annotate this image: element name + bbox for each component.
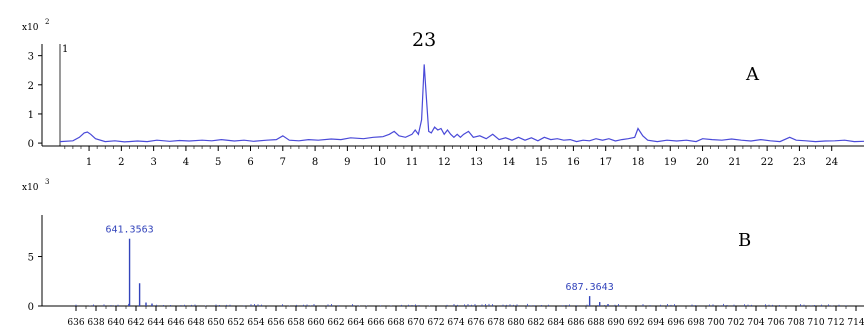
- x-tick-label: 668: [387, 318, 404, 328]
- x-tick-label: 22: [761, 157, 774, 168]
- x-tick-label: 702: [727, 318, 744, 328]
- panel-a-multiplier: x10: [22, 23, 39, 33]
- x-tick-label: 650: [207, 318, 224, 328]
- x-tick-label: 680: [507, 318, 524, 328]
- x-tick-label: 684: [547, 318, 564, 328]
- peak-mz-label: 641.3563: [105, 225, 153, 236]
- x-tick-label: 18: [632, 157, 645, 168]
- x-tick-label: 686: [567, 318, 584, 328]
- x-tick-label: 1: [86, 157, 92, 168]
- x-tick-label: 674: [447, 318, 464, 328]
- x-tick-label: 690: [607, 318, 624, 328]
- x-tick-label: 638: [87, 318, 104, 328]
- x-tick-label: 646: [167, 318, 184, 328]
- x-tick-label: 3: [150, 157, 156, 168]
- x-tick-label: 662: [327, 318, 344, 328]
- x-tick-label: 694: [647, 318, 664, 328]
- x-tick-label: 708: [787, 318, 804, 328]
- panel-b-multiplier: x10: [22, 183, 39, 193]
- x-tick-label: 710: [807, 318, 824, 328]
- x-tick-label: 670: [407, 318, 424, 328]
- x-tick-label: 636: [67, 318, 84, 328]
- x-tick-label: 656: [267, 318, 284, 328]
- x-tick-label: 648: [187, 318, 204, 328]
- x-tick-label: 692: [627, 318, 644, 328]
- x-tick-label: 700: [707, 318, 724, 328]
- x-tick-label: 714: [847, 318, 864, 328]
- x-tick-label: 706: [767, 318, 784, 328]
- noise-floor: [75, 303, 847, 306]
- x-tick-label: 24: [825, 157, 838, 168]
- x-tick-label: 660: [307, 318, 324, 328]
- x-tick-label: 17: [599, 157, 612, 168]
- x-tick-label: 15: [535, 157, 548, 168]
- spectrum-peaks: 641.3563 687.3643: [105, 225, 614, 306]
- panel-a-label: A: [745, 64, 760, 85]
- peak-annotation-23: 23: [412, 29, 436, 51]
- x-tick-label: 658: [287, 318, 304, 328]
- panel-a-x-ticks: 1 2 3 4 5 6 7 8 9 10 11 12 13 14 15 16 17 18 19 20 21 22 23 24: [64, 146, 838, 168]
- y-tick-label: 2: [28, 81, 34, 92]
- chromatogram-trace: [59, 64, 864, 143]
- x-tick-label: 640: [107, 318, 124, 328]
- x-tick-label: 678: [487, 318, 504, 328]
- y-tick-label: 0: [28, 139, 34, 150]
- x-tick-label: 13: [470, 157, 483, 168]
- panel-b-label: B: [738, 230, 751, 251]
- panel-a-multiplier-exponent: 2: [45, 18, 49, 26]
- panel-a-y-ticks: 0 1 2 3: [28, 52, 42, 150]
- x-tick-label: 6: [247, 157, 253, 168]
- x-tick-label: 5: [215, 157, 221, 168]
- panel-b-y-ticks: 05: [28, 253, 42, 313]
- x-tick-label: 2: [118, 157, 124, 168]
- x-tick-label: 664: [347, 318, 364, 328]
- x-tick-label: 9: [344, 157, 350, 168]
- x-tick-label: 688: [587, 318, 604, 328]
- panel-b-multiplier-exponent: 3: [45, 178, 49, 186]
- x-tick-label: 14: [502, 157, 515, 168]
- x-tick-label: 4: [183, 157, 189, 168]
- x-tick-label: 712: [827, 318, 844, 328]
- x-tick-label: 704: [747, 318, 764, 328]
- x-tick-label: 10: [373, 157, 386, 168]
- x-tick-label: 666: [367, 318, 384, 328]
- y-tick-label: 3: [28, 52, 34, 63]
- peak-mz-label: 687.3643: [566, 282, 614, 293]
- x-tick-label: 21: [728, 157, 741, 168]
- mass-spectrum-panel: x10 3 05 636 638 640 642 644 646 648 650 652 654 6…: [22, 178, 864, 328]
- x-tick-label: 23: [793, 157, 806, 168]
- x-tick-label: 654: [247, 318, 264, 328]
- y-tick-label: 1: [28, 110, 34, 121]
- x-tick-label: 8: [312, 157, 318, 168]
- y-tick-label: 5: [28, 253, 34, 264]
- x-tick-label: 19: [664, 157, 677, 168]
- x-tick-label: 672: [427, 318, 444, 328]
- x-tick-label: 16: [567, 157, 580, 168]
- panel-a-side-tick: 1: [62, 44, 68, 55]
- x-tick-label: 696: [667, 318, 684, 328]
- x-tick-label: 682: [527, 318, 544, 328]
- x-tick-label: 642: [127, 318, 144, 328]
- x-tick-label: 676: [467, 318, 484, 328]
- x-tick-label: 652: [227, 318, 244, 328]
- x-tick-label: 11: [406, 157, 419, 168]
- x-tick-label: 698: [687, 318, 704, 328]
- panel-b-x-ticks: 636 638 640 642 644 646 648 650 652 654 656 658 660 6…: [67, 306, 864, 328]
- x-tick-label: 20: [696, 157, 709, 168]
- y-tick-label: 0: [28, 302, 34, 313]
- x-tick-label: 7: [280, 157, 286, 168]
- x-tick-label: 12: [438, 157, 451, 168]
- x-tick-label: 644: [147, 318, 164, 328]
